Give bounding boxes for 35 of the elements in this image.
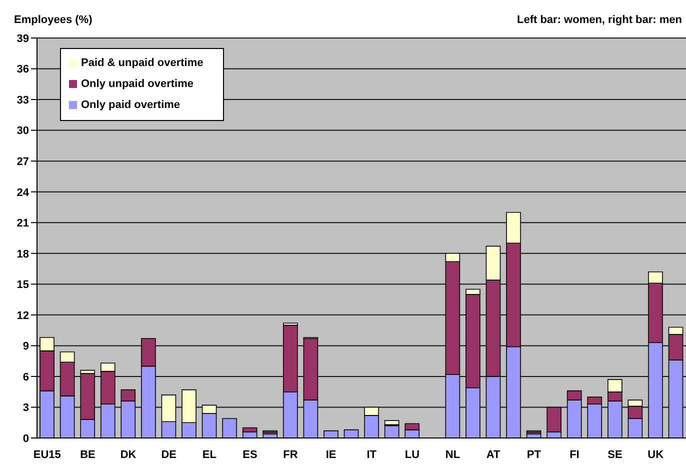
x-tick-label: AT <box>486 449 501 461</box>
y-tick-label: 27 <box>16 156 29 168</box>
y-tick-label: 12 <box>16 310 29 322</box>
y-tick-label: 9 <box>22 340 29 353</box>
x-tick-label: IT <box>366 449 377 461</box>
x-tick-label: IE <box>326 449 336 461</box>
y-tick-label: 3 <box>22 402 29 414</box>
y-tick-label: 21 <box>16 218 29 230</box>
legend-label: Only paid overtime <box>81 99 180 111</box>
y-tick-label: 24 <box>16 186 30 199</box>
y-tick-label: 18 <box>16 248 29 260</box>
x-tick-label: SE <box>608 449 622 461</box>
text: Left bar: women, right bar: men <box>516 14 682 26</box>
legend-label: Paid & unpaid overtime <box>81 57 204 69</box>
x-tick-label: EU15 <box>33 449 61 461</box>
x-tick-label: EL <box>202 449 217 461</box>
x-tick-label: PT <box>526 449 542 461</box>
y-tick-label: 39 <box>16 32 29 45</box>
x-tick-label: NL <box>445 449 460 461</box>
x-tick-label: FI <box>570 449 580 461</box>
x-tick-label: ES <box>242 449 258 461</box>
x-tick-label: BE <box>80 449 96 461</box>
x-tick-label: FR <box>283 449 298 461</box>
x-tick-label: DE <box>161 449 176 461</box>
x-tick-label: DK <box>120 449 136 461</box>
y-tick-label: 33 <box>16 94 29 106</box>
legend-label: Only unpaid overtime <box>81 78 194 90</box>
y-tick-label: 0 <box>22 432 29 445</box>
x-tick-label: LU <box>404 449 420 461</box>
text: Employees (%) <box>14 14 92 26</box>
y-tick-label: 36 <box>16 64 29 76</box>
x-tick-label: UK <box>648 449 664 461</box>
y-tick-label: 6 <box>22 371 29 384</box>
y-tick-label: 30 <box>16 125 29 138</box>
y-tick-label: 15 <box>16 279 29 292</box>
